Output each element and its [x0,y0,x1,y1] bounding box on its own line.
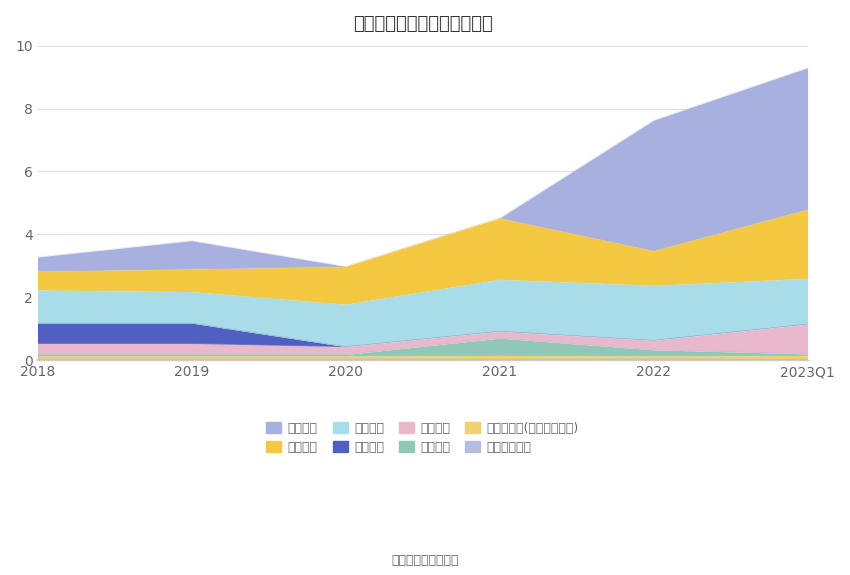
Legend: 短期借款, 应付票据, 应付账款, 预收款项, 合同负债, 应交税费, 其他应付款(含利息和股利), 其他流动负债: 短期借款, 应付票据, 应付账款, 预收款项, 合同负债, 应交税费, 其他应付… [262,417,584,459]
Text: 数据来源：恒生聚源: 数据来源：恒生聚源 [391,554,459,566]
Title: 历年主要负债堆积图（亿元）: 历年主要负债堆积图（亿元） [353,15,492,33]
